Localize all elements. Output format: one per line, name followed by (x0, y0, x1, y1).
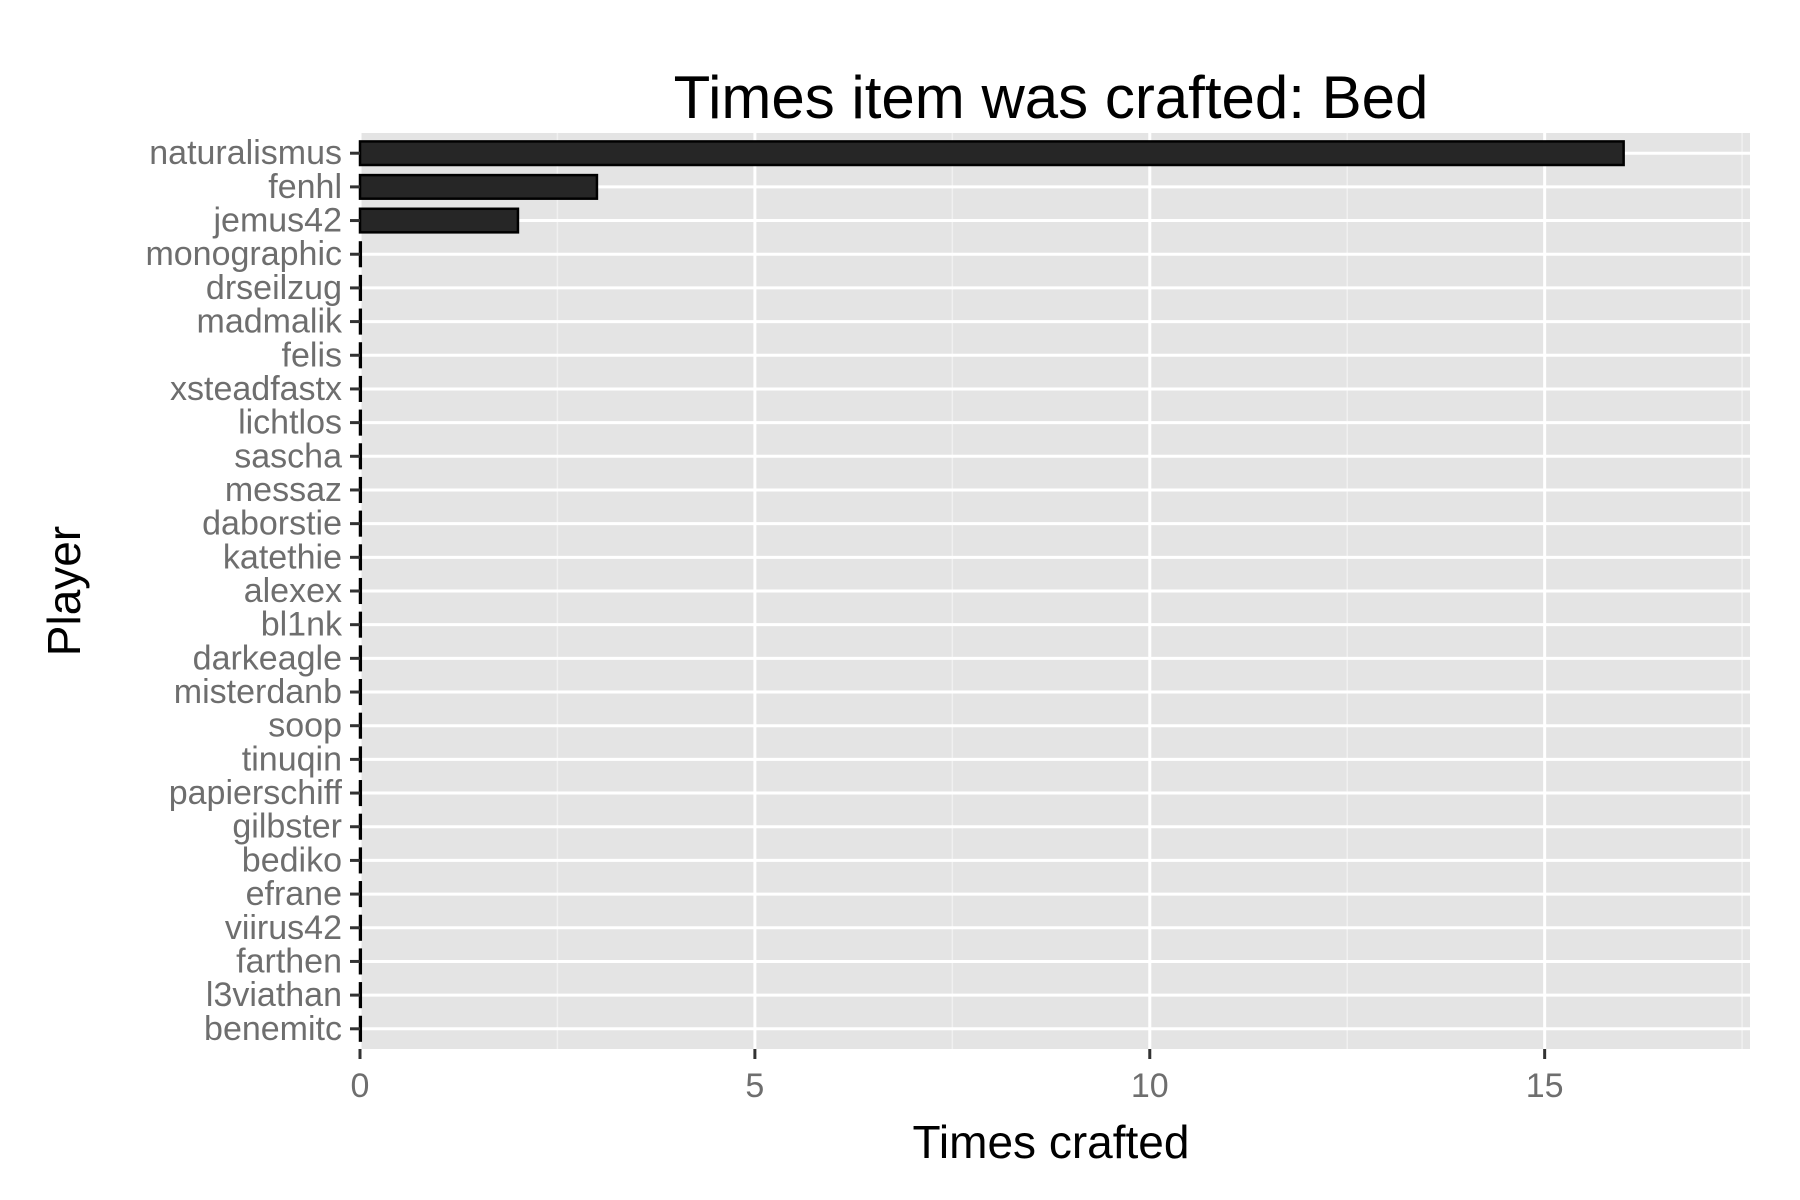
bar-madmalik (358, 308, 363, 335)
y-tick-label: gilbster (232, 808, 342, 846)
bar-tinuqin (358, 746, 363, 773)
bars (358, 140, 1625, 1042)
bar-misterdanb (358, 678, 363, 706)
y-tick-label: fenhl (268, 168, 342, 206)
y-tick-label: viirus42 (225, 909, 342, 947)
bar-daborstie (358, 510, 363, 537)
y-tick-label: daborstie (202, 505, 342, 543)
bar-fenhl (358, 173, 599, 200)
bar-felis (358, 342, 363, 369)
bar-alexex (358, 577, 363, 605)
bar-bl1nk (358, 611, 363, 638)
bar-l3viathan (358, 982, 363, 1009)
y-tick-label: jemus42 (212, 202, 342, 240)
bar-drseilzug (358, 274, 363, 301)
x-tick-label: 5 (745, 1067, 764, 1105)
bar-gilbster (358, 813, 363, 840)
y-axis-title: Player (38, 526, 90, 656)
y-tick-label: misterdanb (174, 673, 342, 711)
y-tick-label: benemitc (204, 1010, 342, 1048)
y-tick-label: alexex (244, 572, 342, 610)
y-tick-label: xsteadfastx (170, 370, 342, 408)
y-tick-label: madmalik (197, 303, 343, 341)
bar-sascha (358, 443, 363, 470)
x-tick-label: 0 (351, 1067, 370, 1105)
y-tick-label: bediko (242, 841, 342, 879)
bar-monographic (358, 241, 363, 268)
y-tick-label: farthen (236, 942, 342, 980)
x-axis-title: Times crafted (913, 1116, 1190, 1168)
y-tick-label: lichtlos (238, 404, 342, 442)
bar-lichtlos (358, 409, 363, 436)
bar-darkeagle (358, 645, 363, 672)
y-tick-label: l3viathan (206, 976, 342, 1014)
bar-katethie (358, 544, 363, 571)
y-tick-label: drseilzug (206, 269, 342, 307)
y-tick-label: katethie (223, 538, 342, 576)
y-tick-label: efrane (246, 875, 342, 913)
x-tick-label: 15 (1526, 1067, 1564, 1105)
bar-messaz (358, 476, 363, 504)
y-tick-label: felis (282, 336, 342, 374)
y-tick-label: naturalismus (149, 134, 342, 172)
y-tick-label: papierschiff (169, 774, 343, 812)
x-tick-label: 10 (1131, 1067, 1169, 1105)
y-tick-label: monographic (145, 235, 342, 273)
chart-title: Times item was crafted: Bed (674, 64, 1429, 131)
y-tick-label: sascha (234, 437, 342, 475)
bar-papierschiff (358, 780, 363, 807)
x-axis: 0 5 10 15 (351, 1049, 1564, 1105)
bar-farthen (358, 948, 363, 975)
y-tick-label: tinuqin (242, 740, 342, 778)
bar-efrane (358, 881, 363, 908)
bar-jemus42 (358, 207, 520, 234)
bar-bediko (358, 847, 363, 874)
bar-xsteadfastx (358, 375, 363, 402)
bar-viirus42 (358, 914, 363, 941)
bar-naturalismus (358, 140, 1625, 167)
bar-soop (358, 712, 363, 739)
y-tick-label: bl1nk (261, 606, 343, 644)
y-tick-label: soop (268, 707, 342, 745)
y-tick-label: messaz (225, 471, 342, 509)
y-axis: naturalismusfenhljemus42monographicdrsei… (145, 134, 360, 1048)
bar-benemitc (358, 1015, 363, 1042)
y-tick-label: darkeagle (193, 639, 342, 677)
